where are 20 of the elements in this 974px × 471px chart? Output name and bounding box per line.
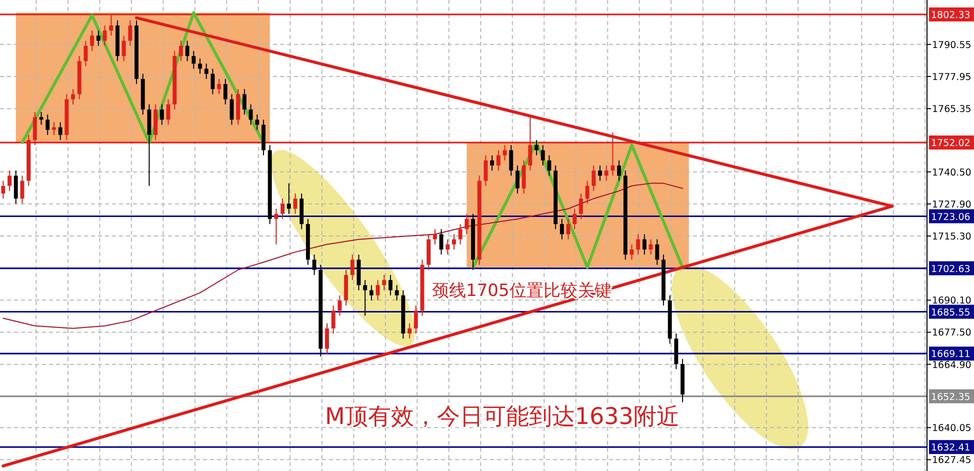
y-tick-label: 1715.30 [932, 232, 972, 243]
ref-line-label: 1702.63 [931, 264, 970, 275]
ref-line-label: 1669.11 [931, 349, 970, 360]
y-tick-label: 1677.50 [932, 328, 972, 339]
y-tick-label: 1727.90 [932, 199, 972, 210]
y-tick-label: 1640.05 [932, 423, 972, 434]
y-tick-label: 1765.35 [932, 104, 972, 116]
ref-line-label: 1723.06 [931, 212, 970, 223]
ref-line-label: 1652.35 [931, 392, 970, 403]
annotation: M顶有效，今日可能到达1633附近 [325, 404, 680, 430]
y-tick-label: 1690.10 [932, 296, 972, 307]
y-tick-label: 1777.95 [932, 72, 972, 84]
ref-line-label: 1752.02 [931, 138, 970, 150]
y-tick-label: 1627.45 [932, 455, 972, 466]
ref-line-label: 1685.55 [931, 307, 970, 318]
y-tick-label: 1664.90 [932, 360, 972, 371]
y-tick-label: 1740.50 [932, 167, 972, 178]
ref-line-label: 1632.41 [931, 442, 970, 454]
y-tick-label: 1790.55 [932, 40, 972, 51]
ref-line-label: 1802.33 [931, 10, 970, 21]
